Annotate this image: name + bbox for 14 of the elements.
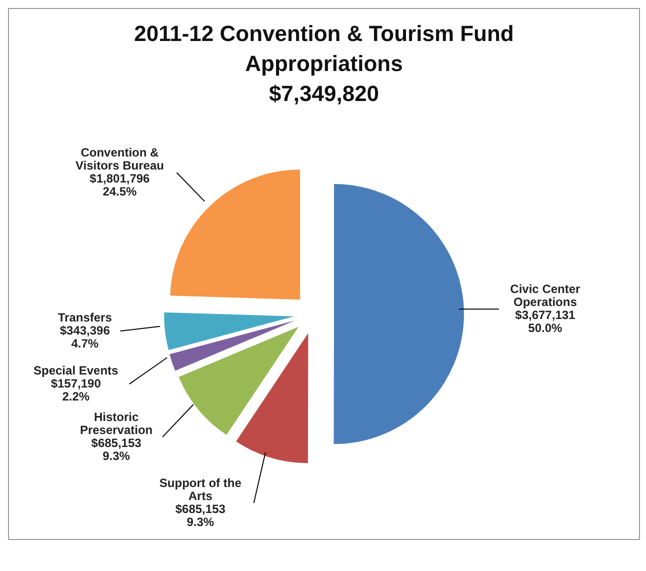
data-label: $685,153 9.3% — [91, 436, 142, 464]
data-label: $3,677,131 50.0% — [515, 308, 576, 336]
slice-label: Support of the Arts — [159, 476, 242, 504]
slice-label: Historic Preservation — [80, 410, 153, 438]
slice-label: Civic Center Operations — [510, 282, 581, 310]
slice-label: Transfers — [58, 310, 112, 325]
data-label: $1,801,796 24.5% — [90, 172, 150, 199]
data-label: $157,190 2.2% — [50, 376, 102, 404]
chart-title: 2011-12 Convention & Tourism Fund Appropriations — [133, 20, 515, 78]
data-label: $343,396 4.7% — [60, 324, 110, 351]
slice-label: Special Events — [34, 364, 119, 378]
chart-subtitle: $7,349,820 — [268, 80, 380, 108]
data-label: $685,153 9.3% — [175, 502, 226, 530]
slice-label: Convention & Visitors Bureau — [75, 146, 164, 173]
